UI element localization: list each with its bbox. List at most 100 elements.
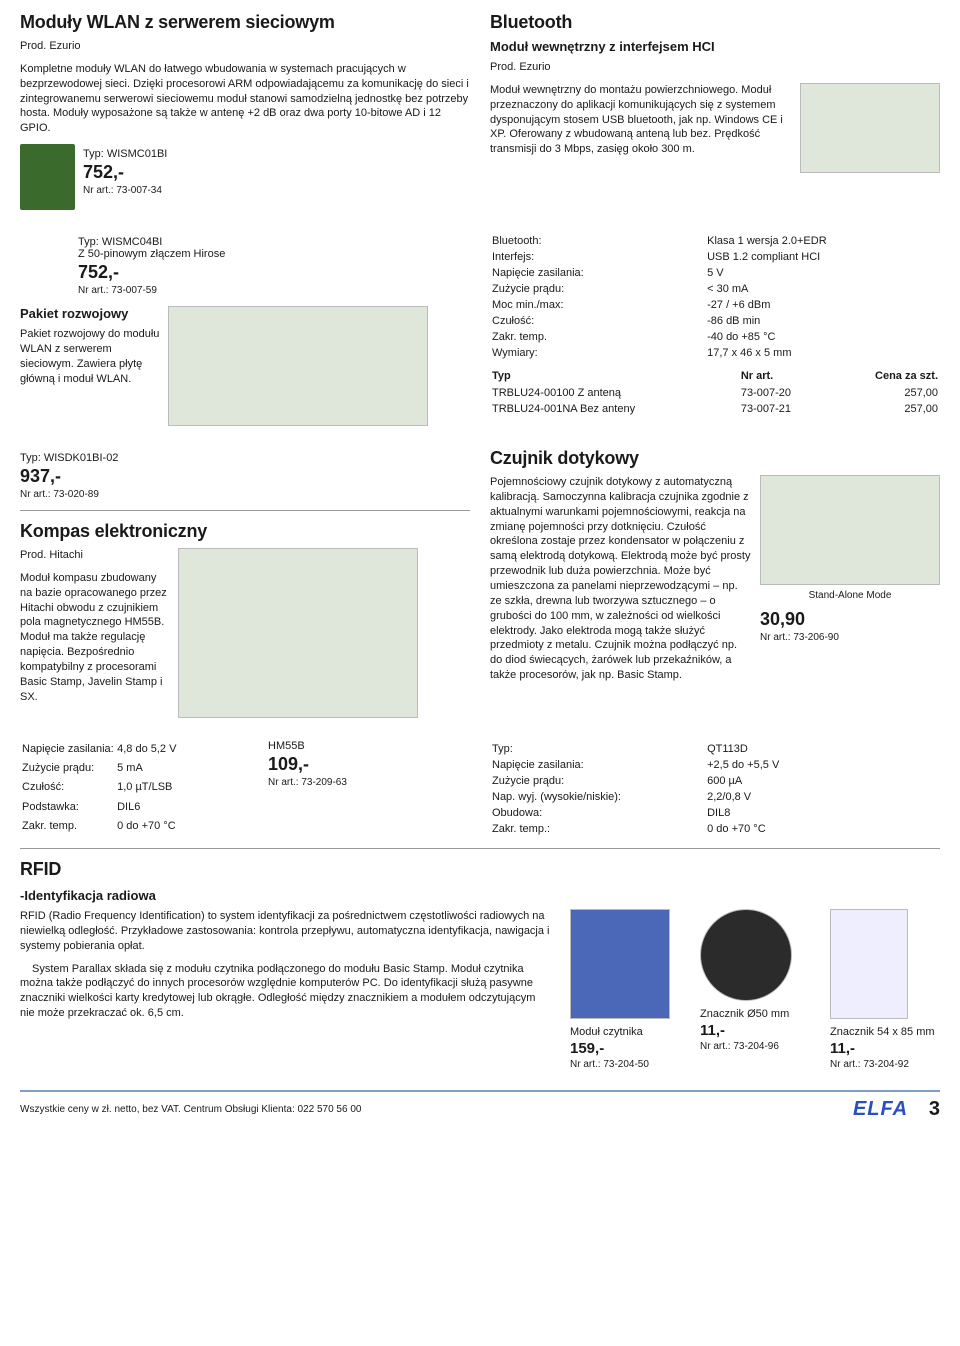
bt-th-price: Cena za szt. — [829, 370, 938, 384]
rfid-p3-art: Nr art.: 73-204-92 — [830, 1059, 940, 1070]
price-cell: 257,00 — [829, 386, 938, 400]
wlan-image-placeholder — [20, 144, 75, 210]
spec-row: Czułość:-86 dB min — [492, 314, 938, 328]
rfid-tag-card-image — [830, 909, 908, 1019]
spec-value: 0 do +70 °C — [117, 819, 218, 836]
spec-label: Podstawka: — [22, 800, 115, 817]
spec-row: Interfejs:USB 1.2 compliant HCI — [492, 250, 938, 264]
bt-image-placeholder — [800, 83, 940, 173]
wlan-price2: 752,- — [78, 262, 470, 283]
rfid-p2-price: 11,- — [700, 1022, 810, 1039]
bt-price-table: Typ Nr art. Cena za szt. TRBLU24-00100 Z… — [490, 368, 940, 418]
devkit-art: Nr art.: 73-020-89 — [20, 489, 470, 500]
spec-value: 0 do +70 °C — [707, 822, 938, 836]
separator — [20, 510, 470, 511]
price-row: TRBLU24-00100 Z anteną73-007-20257,00 — [492, 386, 938, 400]
devkit-typ: Typ: WISDK01BI-02 — [20, 452, 470, 464]
spec-row: Zakr. temp.:0 do +70 °C — [492, 822, 938, 836]
spec-value: 4,8 do 5,2 V — [117, 742, 218, 759]
price-row: TRBLU24-001NA Bez anteny73-007-21257,00 — [492, 402, 938, 416]
touch-specs-table: Typ:QT113D Napięcie zasilania:+2,5 do +5,… — [490, 740, 940, 838]
spec-value: -40 do +85 °C — [707, 330, 938, 344]
spec-row: Czułość:1,0 µT/LSB — [22, 780, 218, 797]
footer-note: Wszystkie ceny w zł. netto, bez VAT. Cen… — [20, 1104, 361, 1115]
spec-row: Napięcie zasilania:4,8 do 5,2 V — [22, 742, 218, 759]
spec-value: 17,7 x 46 x 5 mm — [707, 346, 938, 360]
rfid-p2-label: Znacznik Ø50 mm — [700, 1008, 810, 1020]
compass-image-placeholder — [178, 548, 418, 718]
spec-row: Podstawka:DIL6 — [22, 800, 218, 817]
spec-value: +2,5 do +5,5 V — [707, 758, 938, 772]
bt-th-typ: Typ — [492, 370, 739, 384]
spec-value: -27 / +6 dBm — [707, 298, 938, 312]
spec-label: Bluetooth: — [492, 234, 705, 248]
spec-value: USB 1.2 compliant HCI — [707, 250, 938, 264]
wlan-art2: Nr art.: 73-007-59 — [78, 285, 470, 296]
spec-row: Bluetooth:Klasa 1 wersja 2.0+EDR — [492, 234, 938, 248]
wlan-price: 752,- — [83, 162, 167, 183]
spec-row: Zakr. temp.0 do +70 °C — [22, 819, 218, 836]
separator — [20, 848, 940, 849]
rfid-tag-round-image — [700, 909, 792, 1001]
price-cell: TRBLU24-00100 Z anteną — [492, 386, 739, 400]
spec-row: Napięcie zasilania:5 V — [492, 266, 938, 280]
bt-specs-table: Bluetooth:Klasa 1 wersja 2.0+EDRInterfej… — [490, 232, 940, 362]
rfid-reader-image — [570, 909, 670, 1019]
spec-value: < 30 mA — [707, 282, 938, 296]
spec-label: Napięcie zasilania: — [492, 758, 705, 772]
rfid-heading: RFID — [20, 859, 940, 880]
spec-value: 1,0 µT/LSB — [117, 780, 218, 797]
spec-value: 5 mA — [117, 761, 218, 778]
brand-logo: ELFA — [853, 1098, 908, 1120]
wlan-heading: Moduły WLAN z serwerem sieciowym — [20, 12, 470, 33]
devkit-heading: Pakiet rozwojowy — [20, 306, 160, 321]
spec-label: Zużycie prądu: — [492, 282, 705, 296]
touch-diagram-label: Stand-Alone Mode — [760, 590, 940, 601]
bt-heading: Bluetooth — [490, 12, 940, 33]
compass-price: 109,- — [268, 754, 347, 775]
spec-label: Zużycie prądu: — [22, 761, 115, 778]
spec-label: Napięcie zasilania: — [492, 266, 705, 280]
spec-row: Wymiary:17,7 x 46 x 5 mm — [492, 346, 938, 360]
spec-label: Interfejs: — [492, 250, 705, 264]
spec-row: Typ:QT113D — [492, 742, 938, 756]
price-cell: 73-007-20 — [741, 386, 828, 400]
wlan-typ: Typ: WISMC01BI — [83, 148, 167, 160]
spec-value: 5 V — [707, 266, 938, 280]
touch-art: Nr art.: 73-206-90 — [760, 632, 940, 643]
compass-specs-table: Napięcie zasilania:4,8 do 5,2 VZużycie p… — [20, 740, 220, 838]
spec-label: Wymiary: — [492, 346, 705, 360]
spec-row: Zużycie prądu:< 30 mA — [492, 282, 938, 296]
compass-name: HM55B — [268, 740, 347, 752]
spec-value: 2,2/0,8 V — [707, 790, 938, 804]
spec-label: Nap. wyj. (wysokie/niskie): — [492, 790, 705, 804]
spec-row: Moc min./max:-27 / +6 dBm — [492, 298, 938, 312]
rfid-p2-art: Nr art.: 73-204-96 — [700, 1041, 810, 1052]
spec-label: Obudowa: — [492, 806, 705, 820]
page-number: 3 — [929, 1098, 940, 1120]
devkit-body: Pakiet rozwojowy do modułu WLAN z serwer… — [20, 327, 160, 386]
wlan-typ2b: Z 50-pinowym złączem Hirose — [78, 248, 470, 260]
rfid-subheading: -Identyfikacja radiowa — [20, 888, 940, 903]
rfid-p1-price: 159,- — [570, 1040, 680, 1057]
touch-price: 30,90 — [760, 609, 940, 630]
compass-prod: Prod. Hitachi — [20, 548, 170, 563]
spec-label: Napięcie zasilania: — [22, 742, 115, 759]
wlan-art: Nr art.: 73-007-34 — [83, 185, 167, 196]
spec-label: Czułość: — [492, 314, 705, 328]
devkit-price: 937,- — [20, 466, 470, 487]
spec-value: 600 µA — [707, 774, 938, 788]
spec-value: Klasa 1 wersja 2.0+EDR — [707, 234, 938, 248]
devkit-image-placeholder — [168, 306, 428, 426]
spec-label: Typ: — [492, 742, 705, 756]
touch-heading: Czujnik dotykowy — [490, 448, 940, 469]
spec-row: Zużycie prądu:5 mA — [22, 761, 218, 778]
touch-diagram-placeholder — [760, 475, 940, 585]
rfid-p3-price: 11,- — [830, 1040, 940, 1057]
spec-label: Zakr. temp.: — [492, 822, 705, 836]
spec-row: Zużycie prądu:600 µA — [492, 774, 938, 788]
spec-row: Zakr. temp.-40 do +85 °C — [492, 330, 938, 344]
compass-art: Nr art.: 73-209-63 — [268, 777, 347, 788]
spec-label: Czułość: — [22, 780, 115, 797]
spec-row: Napięcie zasilania:+2,5 do +5,5 V — [492, 758, 938, 772]
